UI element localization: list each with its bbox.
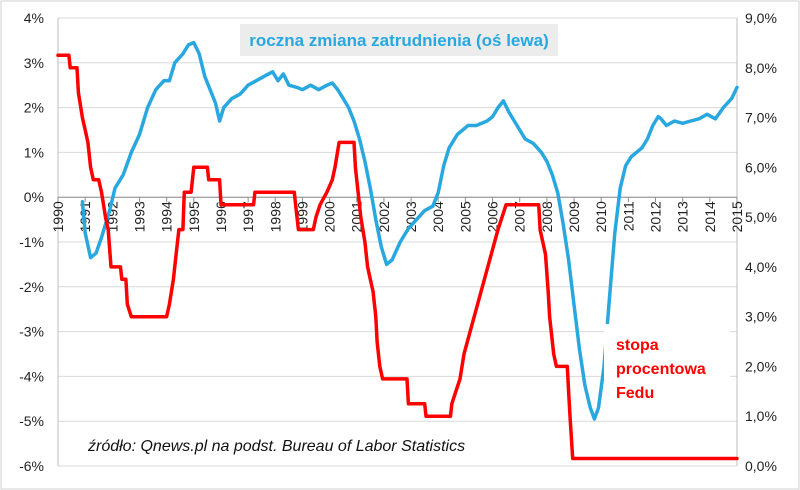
right-axis-tick-label: 5,0% — [745, 209, 777, 225]
fed-label-line-3: Fedu — [616, 385, 654, 402]
employment-label-box — [240, 24, 558, 56]
left-axis-tick-label: -6% — [19, 458, 44, 474]
x-axis-tick-label: 2004 — [430, 201, 446, 232]
x-axis-tick-label: 2010 — [593, 201, 609, 232]
employment-label-text: roczna zmiana zatrudnienia (oś lewa) — [249, 31, 548, 50]
x-axis-tick-label: 2008 — [539, 201, 555, 232]
series-layer — [56, 40, 739, 461]
fed-label-line-1: stopa — [616, 337, 659, 354]
right-axis-tick-label: 2,0% — [745, 358, 777, 374]
left-axis-tick-label: 4% — [24, 10, 44, 26]
x-axis-tick-label: 2002 — [376, 201, 392, 232]
x-axis-tick-label: 1993 — [131, 201, 147, 232]
x-axis-tick-label: 2005 — [457, 201, 473, 232]
left-axis-tick-label: -2% — [19, 279, 44, 295]
right-axis-tick-label: 0,0% — [745, 458, 777, 474]
gridlines — [58, 17, 737, 467]
x-axis-tick-label: 2000 — [322, 201, 338, 232]
x-axis-tick-label: 2011 — [620, 201, 636, 231]
left-axis-tick-label: -1% — [19, 234, 44, 250]
right-axis-tick-label: 3,0% — [745, 309, 777, 325]
source-note: źródło: Qnews.pl na podst. Bureau of Lab… — [87, 438, 465, 455]
right-axis-tick-label: 7,0% — [745, 110, 777, 126]
left-axis-tick-label: 1% — [24, 144, 44, 160]
right-axis-tick-label: 9,0% — [745, 10, 777, 26]
x-axis-tick-label: 1994 — [159, 201, 175, 232]
left-axis-tick-label: 3% — [24, 55, 44, 71]
right-axis-tick-label: 6,0% — [745, 159, 777, 175]
x-axis-tick-label: 1996 — [213, 201, 229, 232]
x-axis-tick-label: 2006 — [485, 201, 501, 232]
x-axis-tick-label: 1990 — [50, 201, 66, 232]
x-axis-tick-label: 2014 — [702, 201, 718, 232]
x-axis-tick-label: 1998 — [267, 201, 283, 232]
x-axis-tick-label: 2012 — [648, 201, 664, 232]
right-axis-tick-label: 1,0% — [745, 408, 777, 424]
right-axis-tick-label: 4,0% — [745, 259, 777, 275]
fed-label-box — [604, 324, 730, 420]
x-axis-tick-label: 2009 — [566, 201, 582, 232]
left-axis-tick-label: -3% — [19, 324, 44, 340]
x-axis-tick-label: 1995 — [186, 201, 202, 232]
right-axis-tick-label: 8,0% — [745, 60, 777, 76]
fed-label-line-2: procentowa — [616, 361, 706, 378]
x-axis-tick-label: 1997 — [240, 201, 256, 232]
x-axis-tick-label: 2013 — [675, 201, 691, 232]
left-axis-tick-label: 0% — [24, 189, 44, 205]
left-axis-tick-label: -4% — [19, 368, 44, 384]
left-axis-tick-label: 2% — [24, 100, 44, 116]
fed-legend-label: stopa procentowa Fedu — [604, 324, 730, 420]
x-axis-tick-label: 2007 — [512, 201, 528, 232]
employment-legend-label: roczna zmiana zatrudnienia (oś lewa) — [240, 24, 558, 56]
x-axis-tick-label: 2003 — [403, 201, 419, 232]
employment-change-line — [80, 40, 739, 421]
x-axis-tick-label: 2015 — [729, 201, 745, 232]
left-axis-tick-label: -5% — [19, 413, 44, 429]
fed-rate-line — [56, 53, 739, 461]
